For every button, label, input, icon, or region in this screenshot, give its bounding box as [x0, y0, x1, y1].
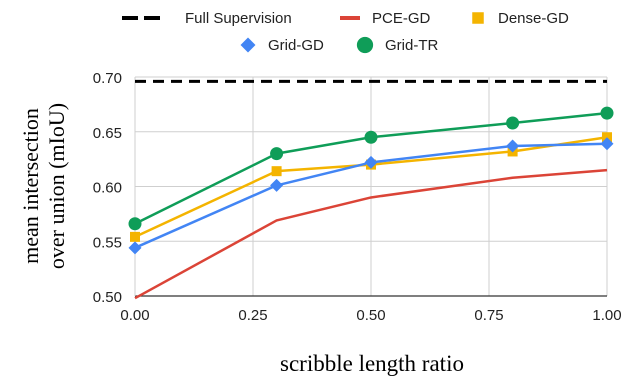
- data-point-dense-gd: [271, 166, 282, 177]
- x-tick-label: 0.50: [356, 307, 385, 324]
- x-tick-label: 0.00: [120, 307, 149, 324]
- data-point-dense-gd: [130, 231, 140, 242]
- legend-label-grid-tr: Grid-TR: [385, 37, 438, 54]
- data-point-grid-tr: [270, 147, 284, 161]
- data-point-grid-gd: [364, 155, 378, 169]
- data-point-grid-gd: [128, 241, 142, 255]
- y-axis-label-line1: mean intersection: [18, 108, 43, 264]
- y-axis-label-line2: over union (mIoU): [44, 103, 69, 269]
- data-point-grid-gd: [506, 139, 520, 153]
- legend-swatch-dense-gd: [472, 12, 484, 24]
- legend-label-dense-gd: Dense-GD: [498, 10, 569, 27]
- axes: [134, 77, 607, 297]
- x-tick-label: 0.25: [238, 307, 267, 324]
- data-point-dense-gd: [602, 132, 612, 143]
- legend-label-pce-gd: PCE-GD: [372, 10, 431, 27]
- data-point-grid-tr: [364, 130, 378, 144]
- legend-label-full-supervision: Full Supervision: [185, 10, 292, 27]
- legend: Full Supervision PCE-GD Dense-GD Grid-GD Gri…: [122, 10, 569, 54]
- x-tick-label: 1.00: [592, 307, 621, 324]
- data-point-grid-tr: [600, 106, 614, 120]
- series-line-pce-gd: [134, 168, 608, 300]
- legend-swatch-grid-gd: [240, 37, 256, 53]
- tick-labels: 0.50 0.55 0.60 0.65 0.70 0.00 0.25 0.50 0.75 1.00: [93, 70, 622, 324]
- y-tick-label: 0.60: [93, 180, 122, 197]
- data-point-grid-tr: [128, 217, 142, 231]
- x-tick-label: 0.75: [474, 307, 503, 324]
- data-point-grid-gd: [600, 137, 614, 151]
- y-tick-label: 0.50: [93, 289, 122, 306]
- y-tick-label: 0.55: [93, 234, 122, 251]
- data-point-grid-gd: [270, 178, 284, 192]
- legend-label-grid-gd: Grid-GD: [268, 37, 324, 54]
- series-markers: [128, 106, 614, 255]
- grid: [135, 76, 608, 296]
- data-point-grid-tr: [506, 116, 520, 130]
- y-tick-label: 0.70: [93, 70, 122, 87]
- x-axis-label: scribble length ratio: [280, 351, 464, 376]
- legend-swatch-grid-tr: [356, 36, 374, 54]
- y-tick-label: 0.65: [93, 125, 122, 142]
